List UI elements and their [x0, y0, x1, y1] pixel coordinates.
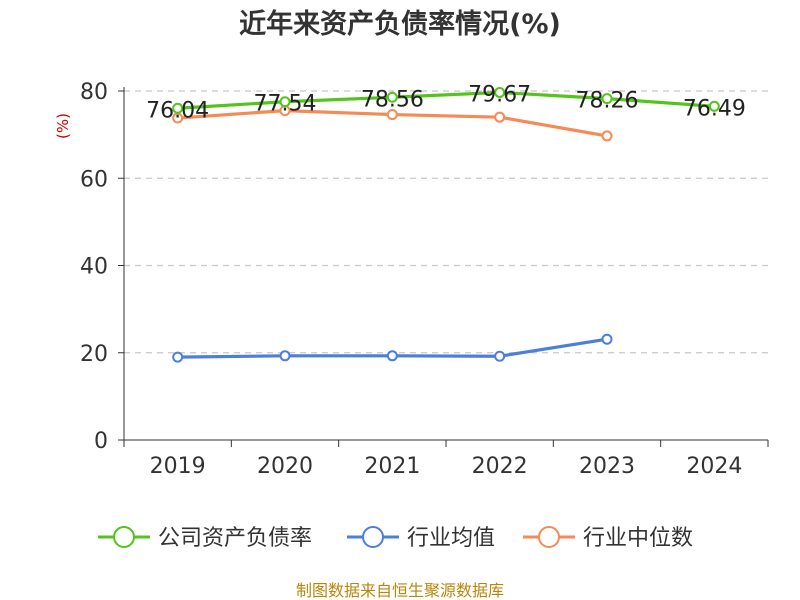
x-tick-label: 2021: [364, 454, 420, 479]
data-point[interactable]: [172, 351, 184, 363]
data-point[interactable]: [494, 86, 506, 98]
chart-title: 近年来资产负债率情况(%): [239, 8, 561, 40]
data-point[interactable]: [601, 130, 613, 142]
data-label: 79.67: [468, 82, 531, 107]
data-label: 76.04: [146, 98, 209, 123]
y-tick-label: 80: [80, 80, 108, 105]
series-lines: [172, 86, 720, 363]
grid-lines: [124, 90, 768, 354]
x-tick-label: 2020: [257, 454, 313, 479]
legend-marker-icon: [362, 526, 384, 548]
data-label: 76.49: [683, 96, 746, 121]
x-tick-label: 2019: [150, 454, 206, 479]
data-point[interactable]: [279, 350, 291, 362]
data-point[interactable]: [494, 350, 506, 362]
y-tick-label: 40: [80, 255, 108, 280]
data-point[interactable]: [386, 109, 398, 121]
legend-item[interactable]: 行业均值: [347, 526, 495, 551]
legend-marker-icon: [113, 526, 135, 548]
data-label: 78.56: [361, 87, 424, 112]
legend[interactable]: 公司资产负债率 行业均值 行业中位数: [98, 526, 693, 551]
x-tick-label: 2023: [579, 454, 635, 479]
legend-label: 行业中位数: [583, 526, 693, 551]
x-tick-label: 2024: [686, 454, 742, 479]
y-axis-unit: (%): [54, 113, 72, 139]
legend-item[interactable]: 公司资产负债率: [98, 526, 312, 551]
legend-label: 公司资产负债率: [158, 526, 312, 551]
y-tick-label: 20: [80, 342, 108, 367]
data-point[interactable]: [708, 100, 720, 112]
legend-marker-icon: [538, 526, 560, 548]
legend-item[interactable]: 行业中位数: [523, 526, 693, 551]
y-tick-label: 0: [94, 429, 108, 454]
y-tick-label: 60: [80, 167, 108, 192]
data-point[interactable]: [601, 93, 613, 105]
data-labels: 76.04 77.54 78.56 79.67 78.26 76.49: [146, 82, 746, 123]
data-label: 77.54: [254, 92, 317, 117]
data-point[interactable]: [494, 111, 506, 123]
axes: 0 20 40 60 80 2019 2020 2021 2022 2023 2024: [80, 80, 769, 479]
data-point[interactable]: [386, 350, 398, 362]
legend-label: 行业均值: [407, 526, 495, 551]
data-point[interactable]: [172, 102, 184, 114]
series-line: [177, 90, 715, 110]
x-tick-label: 2022: [472, 454, 528, 479]
data-point[interactable]: [386, 91, 398, 103]
data-label: 78.26: [576, 89, 639, 114]
source-note: 制图数据来自恒生聚源数据库: [296, 581, 504, 600]
data-point[interactable]: [279, 96, 291, 108]
data-point[interactable]: [601, 333, 613, 345]
